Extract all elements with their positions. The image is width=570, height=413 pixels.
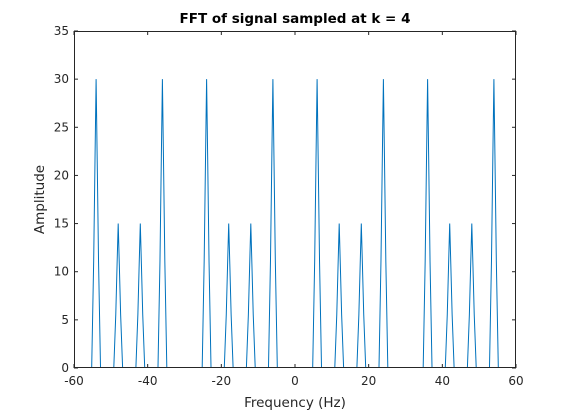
- x-tick-label: -40: [138, 374, 158, 388]
- spectrum-peak: [444, 223, 455, 369]
- x-tick-labels: -60 -40 -20 0 20 40 60: [64, 374, 523, 388]
- spectrum-peak: [466, 223, 477, 369]
- y-tick-labels: 0 5 10 15 20 25 30 35: [54, 24, 69, 375]
- spectrum-peak: [378, 79, 389, 369]
- spectrum-peak: [135, 223, 146, 369]
- spectrum-peak: [488, 79, 499, 369]
- y-tick-label: 25: [54, 120, 69, 134]
- x-tick-label: 60: [508, 374, 523, 388]
- y-tick-label: 30: [54, 72, 69, 86]
- y-tick-label: 20: [54, 168, 69, 182]
- spectrum-peak: [267, 79, 278, 369]
- x-tick-label: -60: [64, 374, 84, 388]
- spectrum-peak: [113, 223, 124, 369]
- spectrum-peak: [312, 79, 323, 369]
- y-tick-label: 35: [54, 24, 69, 38]
- spectrum-peak: [422, 79, 433, 369]
- x-tick-label: 0: [291, 374, 299, 388]
- spectrum-peak: [157, 79, 168, 369]
- spectrum-peak: [91, 79, 102, 369]
- chart-title: FFT of signal sampled at k = 4: [180, 11, 411, 27]
- x-tick-label: 40: [435, 374, 450, 388]
- spectrum-peak: [356, 223, 367, 369]
- y-tick-label: 15: [54, 217, 69, 231]
- y-axis-label: Amplitude: [32, 165, 48, 234]
- spectrum-series: [91, 79, 499, 369]
- y-tick-label: 0: [61, 361, 69, 375]
- x-tick-label: -20: [212, 374, 232, 388]
- spectrum-peak: [334, 223, 345, 369]
- y-tick-label: 5: [61, 313, 69, 327]
- spectrum-peak: [201, 79, 212, 369]
- y-tick-label: 10: [54, 265, 69, 279]
- spectrum-peak: [245, 223, 256, 369]
- axes: [73, 30, 517, 369]
- plot-area: [74, 31, 516, 368]
- spectrum-peak: [223, 223, 234, 369]
- x-tick-label: 20: [361, 374, 376, 388]
- x-axis-label: Frequency (Hz): [244, 395, 346, 411]
